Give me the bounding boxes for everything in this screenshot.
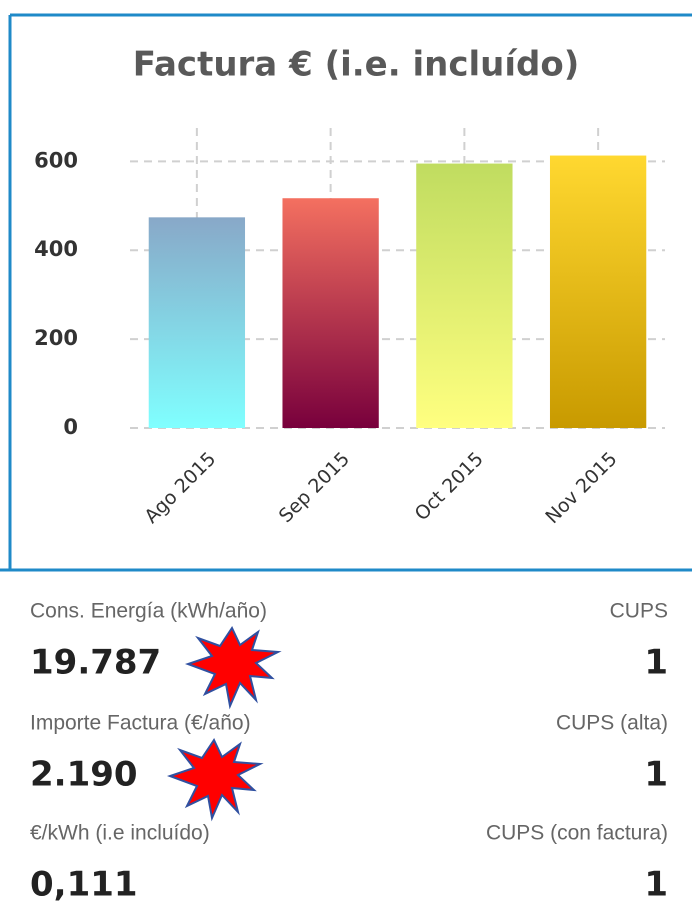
bar — [148, 217, 246, 428]
stat-label: CUPS — [610, 600, 668, 623]
x-tick-label: Oct 2015 — [411, 448, 488, 525]
y-tick-label: 200 — [34, 326, 78, 350]
stat-value: 1 — [644, 755, 668, 795]
x-tick-label: Ago 2015 — [140, 448, 220, 528]
stat-value: 19.787 — [30, 643, 161, 683]
stat-value: 1 — [644, 865, 668, 905]
star-icon — [184, 625, 282, 710]
y-tick-label: 0 — [63, 415, 78, 439]
stat-label: €/kWh (i.e incluído) — [30, 822, 210, 845]
y-tick-label: 400 — [34, 237, 78, 261]
stat-label: CUPS (alta) — [556, 712, 668, 735]
chart-title: Factura € (i.e. incluído) — [133, 45, 580, 85]
stat-value: 1 — [644, 643, 668, 683]
bar — [549, 155, 647, 429]
stat-value: 2.190 — [30, 755, 138, 795]
stat-label: CUPS (con factura) — [486, 822, 668, 845]
bar — [282, 198, 379, 428]
x-tick-label: Sep 2015 — [275, 448, 354, 527]
y-tick-label: 600 — [34, 148, 78, 172]
star-icon — [166, 737, 264, 822]
x-tick-label: Nov 2015 — [541, 448, 621, 528]
stat-label: Cons. Energía (kWh/año) — [30, 600, 267, 623]
stat-value: 0,111 — [30, 865, 138, 905]
bar — [416, 163, 513, 429]
stat-label: Importe Factura (€/año) — [30, 712, 251, 735]
